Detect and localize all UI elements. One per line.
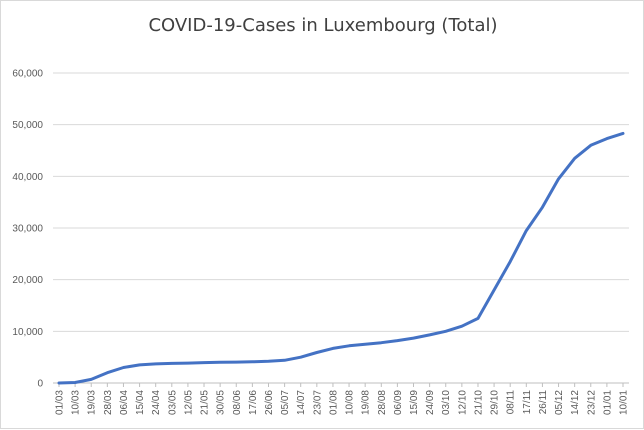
x-tick-label: 21/10 [473, 390, 484, 415]
y-tick-label: 40,000 [12, 172, 43, 183]
x-tick-label: 08/06 [232, 390, 243, 415]
x-tick-label: 23/07 [312, 390, 323, 415]
x-tick-label: 30/05 [216, 390, 227, 415]
y-tick-label: 50,000 [12, 120, 43, 131]
x-tick-label: 24/04 [151, 390, 162, 415]
y-tick-label: 30,000 [12, 224, 43, 235]
x-tick-label: 01/03 [55, 390, 66, 415]
x-tick-label: 19/08 [361, 390, 372, 415]
x-tick-label: 29/10 [490, 390, 501, 415]
x-axis-ticks: 01/03 10/03 19/03 28/03 06/04 15/04 24/04 03/05… [55, 383, 630, 415]
x-tick-label: 01/01 [602, 390, 613, 415]
x-tick-label: 06/09 [393, 390, 404, 415]
x-tick-label: 14/07 [296, 390, 307, 415]
x-tick-label: 05/12 [554, 390, 565, 415]
x-tick-label: 28/08 [377, 390, 388, 415]
x-tick-label: 10/03 [71, 390, 82, 415]
x-tick-label: 08/11 [506, 390, 517, 415]
x-tick-label: 28/03 [103, 390, 114, 415]
x-tick-label: 26/06 [264, 390, 275, 415]
series-layer [59, 133, 623, 383]
x-tick-label: 10/08 [345, 390, 356, 415]
gridlines [53, 73, 629, 331]
x-tick-label: 15/04 [135, 390, 146, 415]
x-tick-label: 21/05 [200, 390, 211, 415]
x-tick-label: 24/09 [425, 390, 436, 415]
x-tick-label: 03/10 [441, 390, 452, 415]
x-tick-label: 12/10 [457, 390, 468, 415]
x-tick-label: 14/12 [570, 390, 581, 415]
x-tick-label: 01/08 [328, 390, 339, 415]
x-tick-label: 26/11 [538, 390, 549, 415]
x-tick-label: 17/11 [522, 390, 533, 415]
x-tick-label: 23/12 [586, 390, 597, 415]
series-line [59, 133, 623, 383]
y-tick-label: 20,000 [12, 275, 43, 286]
y-tick-label: 0 [37, 379, 43, 390]
x-tick-label: 17/06 [248, 390, 259, 415]
x-tick-label: 03/05 [167, 390, 178, 415]
x-tick-label: 15/09 [409, 390, 420, 415]
x-tick-label: 10/01 [619, 390, 630, 415]
y-tick-label: 60,000 [12, 69, 43, 80]
x-tick-label: 12/05 [183, 390, 194, 415]
x-tick-label: 06/04 [119, 390, 130, 415]
x-tick-label: 19/03 [87, 390, 98, 415]
y-axis-ticks: 0 10,000 20,000 30,000 40,000 50,000 60,000 [12, 69, 43, 390]
x-tick-label: 05/07 [280, 390, 291, 415]
y-tick-label: 10,000 [12, 327, 43, 338]
